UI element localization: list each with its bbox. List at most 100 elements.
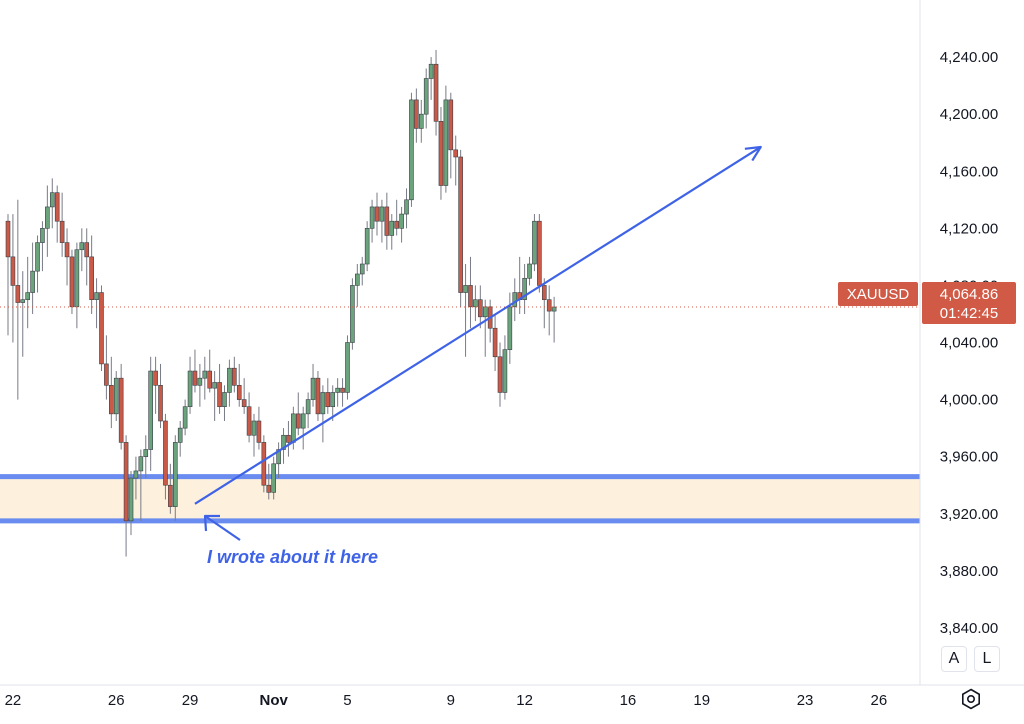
candle-body [423,78,429,115]
candle [79,228,85,272]
candle [172,435,178,521]
candle-body [25,292,30,300]
candle-body [217,382,222,408]
candle [325,378,331,414]
symbol-tag [838,282,918,306]
candle-body [291,413,296,443]
candle-body [399,213,404,229]
candle [512,278,518,322]
candle-body [84,242,90,258]
price-axis[interactable]: 4,240.004,200.004,160.004,120.004,080.00… [940,49,998,637]
candle [448,92,454,179]
candle-body [541,285,547,300]
candle [295,392,301,436]
time-tick-label: 9 [447,692,455,709]
candle [473,285,478,322]
candle-body [64,242,70,258]
candle-body [537,220,542,286]
candle-body [350,285,355,343]
candle [109,356,114,429]
candle [232,356,237,393]
time-tick-label: 29 [182,692,199,709]
candle-body [99,292,104,365]
candle-body [330,392,336,408]
candle-body [315,377,321,415]
candle [389,214,395,250]
candle [517,256,522,314]
candle [384,192,390,250]
candle [266,463,272,500]
candle [64,228,70,286]
candle-body [104,363,109,386]
candle [281,428,286,464]
candle-body [473,299,478,308]
time-tick-label: 22 [5,692,22,709]
candle [433,49,439,136]
candle-body [527,263,532,279]
candle-body [197,377,203,386]
candle-body [207,370,213,389]
candle [104,335,109,400]
price-tick-label: 4,240.00 [940,49,998,66]
candle-body [232,367,237,386]
candle-body [138,456,144,472]
candle [271,456,276,500]
candle [217,363,222,414]
candle-body [128,477,134,522]
time-tick-label: 23 [797,692,814,709]
candle [502,335,508,400]
price-tick-label: 4,000.00 [940,392,998,409]
candle-body [463,285,468,293]
candle-body [433,63,439,122]
candle-body [546,299,552,312]
candle [443,85,449,193]
drawings [0,145,920,541]
candle-body [246,406,252,436]
candle [40,221,45,272]
settings-icon[interactable] [957,686,985,712]
candle-body [340,387,345,393]
candle [359,256,365,286]
auto-scale-button[interactable]: A [941,646,967,672]
support-zone [0,474,920,524]
candle [379,199,385,243]
candle [94,278,99,329]
candle-body [359,263,365,275]
candle [89,235,94,314]
candle [369,199,375,243]
annotation-arrow [204,515,241,541]
candle [123,435,129,557]
candle [227,359,232,407]
time-axis[interactable]: 22 26 29 Nov 5 9 12 16 19 23 26 [5,692,888,709]
time-tick-label: 16 [620,692,637,709]
candle-body [404,199,409,215]
candle-body [158,385,163,422]
candle-body [30,270,35,293]
candle [74,242,80,329]
candle [423,68,429,129]
candle-body [497,356,503,393]
time-tick-label: Nov [260,692,289,709]
log-scale-button[interactable]: L [974,646,1000,672]
candle-body [69,256,75,308]
candle-body [482,306,488,318]
candle [350,278,355,350]
candle-body [266,484,272,493]
candle [286,420,291,457]
candle [345,335,350,400]
candle-body [310,377,316,400]
candle-body [384,206,390,236]
candle-body [168,484,173,507]
candle [335,378,340,407]
candle [143,435,149,479]
candle [45,185,50,257]
time-tick-label: 26 [870,692,887,709]
candle-body [492,327,498,358]
candle-body [478,299,483,318]
candle-body [443,99,449,186]
candle [315,371,321,421]
candle [305,392,311,429]
candle-body [502,349,508,393]
candle-body [512,292,518,308]
